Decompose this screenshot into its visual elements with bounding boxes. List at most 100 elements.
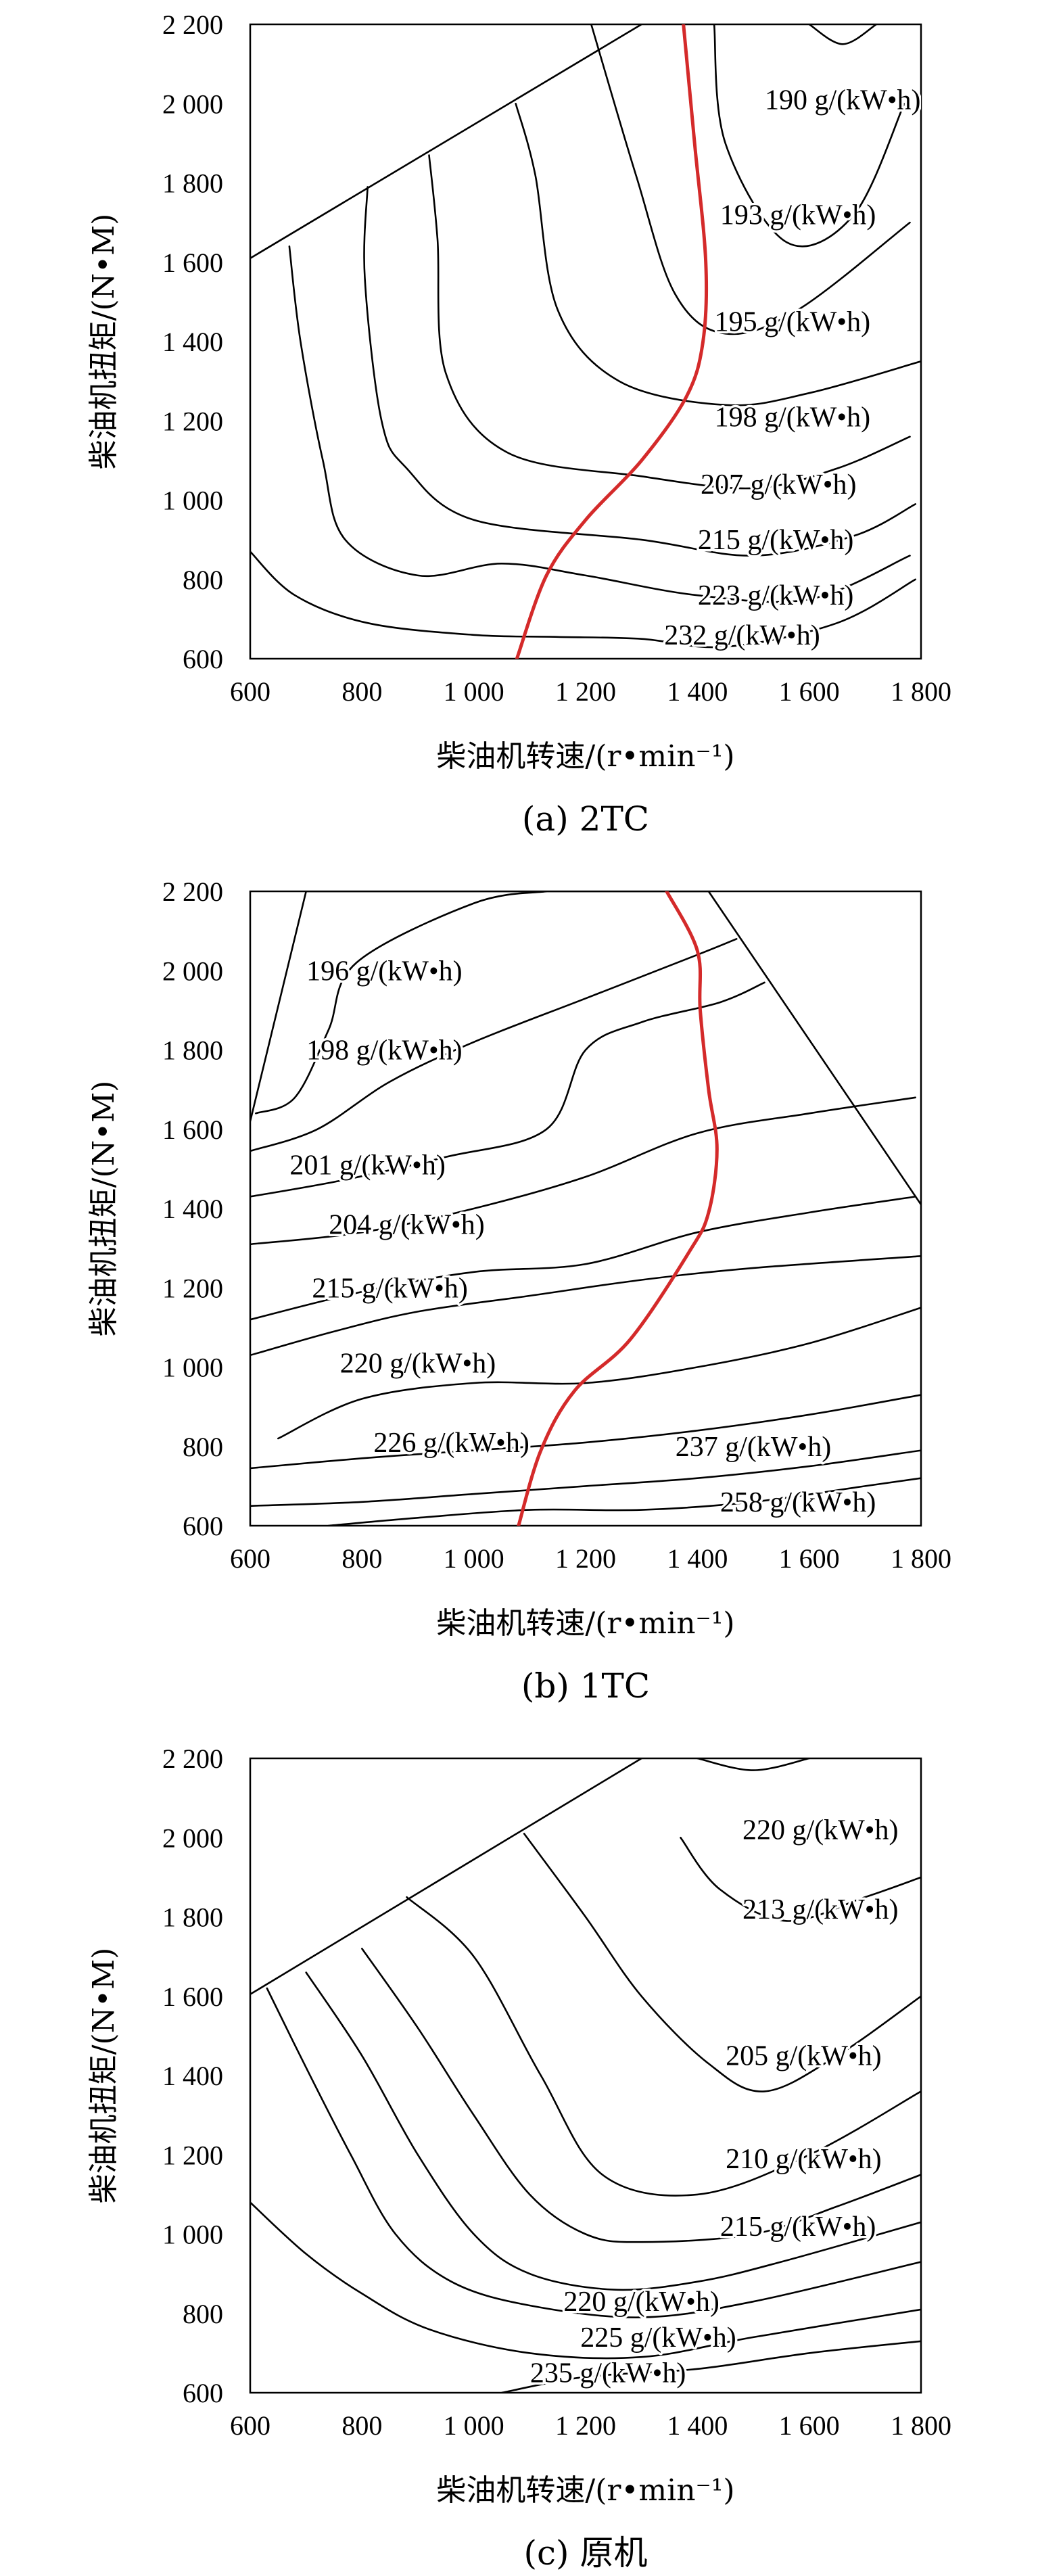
contour-label: 213 g/(kW•h) bbox=[742, 1894, 899, 1925]
contour-label: 207 g/(kW•h) bbox=[701, 469, 857, 500]
bsfc-contour bbox=[590, 24, 911, 335]
bsfc-contour bbox=[500, 2340, 921, 2393]
contour-label: 215 g/(kW•h) bbox=[312, 1273, 468, 1304]
bsfc-contour bbox=[680, 1837, 921, 1922]
y-tick-label: 2 000 bbox=[162, 956, 223, 986]
x-tick-label: 800 bbox=[341, 676, 382, 707]
y-tick-label: 2 000 bbox=[162, 89, 223, 119]
x-tick-label: 600 bbox=[230, 1543, 270, 1574]
y-tick-label: 1 200 bbox=[162, 406, 223, 436]
bsfc-contour bbox=[250, 1449, 921, 1507]
bsfc-contour bbox=[305, 1971, 921, 2291]
bsfc-contour bbox=[808, 24, 878, 45]
y-tick-label: 1 600 bbox=[162, 1982, 223, 2012]
contour-label: 201 g/(kW•h) bbox=[289, 1150, 446, 1181]
bsfc-contour bbox=[515, 103, 921, 406]
panel-a: 190 g/(kW•h) 193 g/(kW•h) 195 g/(kW•h) 198 … bbox=[87, 9, 951, 839]
contour-label: 220 g/(kW•h) bbox=[340, 1349, 496, 1380]
bsfc-contour bbox=[250, 1255, 921, 1357]
plot-frame bbox=[249, 1757, 922, 2394]
y-tick-label: 1 400 bbox=[162, 1194, 223, 1224]
x-tick-label: 1 400 bbox=[667, 1543, 728, 1574]
bsfc-contour bbox=[255, 891, 548, 1115]
bsfc-contour bbox=[250, 1096, 916, 1246]
bsfc-contour bbox=[361, 1948, 921, 2243]
y-tick-label: 800 bbox=[183, 2299, 223, 2329]
y-tick-label: 600 bbox=[183, 1511, 223, 1541]
bsfc-contour bbox=[250, 1196, 916, 1321]
contour-label: 193 g/(kW•h) bbox=[720, 200, 876, 231]
y-axis-label: 柴油机扭矩/(N•M) bbox=[87, 214, 121, 470]
x-tick-label: 1 200 bbox=[555, 2410, 616, 2441]
contour-label: 237 g/(kW•h) bbox=[676, 1432, 832, 1463]
contour-label: 210 g/(kW•h) bbox=[726, 2144, 882, 2175]
contour-label: 232 g/(kW•h) bbox=[664, 620, 820, 651]
x-tick-label: 600 bbox=[230, 2410, 270, 2441]
torque-limit-boundary bbox=[250, 891, 921, 1205]
contour-label: 195 g/(kW•h) bbox=[715, 307, 871, 338]
contour-label: 226 g/(kW•h) bbox=[373, 1428, 529, 1459]
plot-area: 220 g/(kW•h) 213 g/(kW•h) 205 g/(kW•h) 210 … bbox=[250, 1758, 921, 2393]
panel-caption: (c) 原机 bbox=[524, 2533, 648, 2573]
y-tick-label: 2 200 bbox=[162, 1743, 223, 1774]
y-tick-label: 2 000 bbox=[162, 1823, 223, 1853]
y-tick-labels: 600 800 1 000 1 200 1 400 1 600 1 800 2 000 2 20… bbox=[162, 876, 223, 1541]
y-axis-label: 柴油机扭矩/(N•M) bbox=[87, 1948, 121, 2204]
contour-label: 204 g/(kW•h) bbox=[329, 1209, 485, 1240]
torque-limit-boundary bbox=[250, 24, 642, 260]
contour-label: 215 g/(kW•h) bbox=[720, 2211, 876, 2243]
y-tick-label: 2 200 bbox=[162, 876, 223, 907]
plot-area: 190 g/(kW•h) 193 g/(kW•h) 195 g/(kW•h) 198 … bbox=[250, 24, 921, 659]
x-axis-label: 柴油机转速/(r•min⁻¹) bbox=[436, 739, 734, 774]
contour-label: 205 g/(kW•h) bbox=[726, 2041, 882, 2072]
bsfc-contour bbox=[277, 1307, 921, 1440]
bsfc-contour bbox=[288, 245, 911, 603]
y-tick-labels: 600 800 1 000 1 200 1 400 1 600 1 800 2 000 2 20… bbox=[162, 1743, 223, 2408]
bsfc-contour bbox=[697, 1758, 810, 1771]
y-tick-label: 1 800 bbox=[162, 1902, 223, 1933]
x-tick-label: 800 bbox=[341, 1543, 382, 1574]
operating-line bbox=[517, 891, 719, 1526]
x-tick-label: 1 600 bbox=[779, 676, 840, 707]
panel-c: 220 g/(kW•h) 213 g/(kW•h) 205 g/(kW•h) 210 … bbox=[87, 1743, 951, 2573]
x-tick-label: 1 200 bbox=[555, 1543, 616, 1574]
x-tick-label: 1 600 bbox=[779, 2410, 840, 2441]
y-tick-label: 800 bbox=[183, 565, 223, 595]
panel-caption: (b) 1TC bbox=[521, 1666, 650, 1706]
x-tick-label: 1 400 bbox=[667, 676, 728, 707]
contour-label: 235 g/(kW•h) bbox=[530, 2358, 686, 2389]
y-tick-label: 1 000 bbox=[162, 486, 223, 516]
panel-caption: (a) 2TC bbox=[522, 799, 649, 839]
bsfc-contour bbox=[250, 981, 765, 1198]
bsfc-contour bbox=[523, 1833, 921, 2092]
y-tick-label: 1 200 bbox=[162, 1273, 223, 1303]
y-tick-label: 600 bbox=[183, 644, 223, 674]
x-tick-label: 1 600 bbox=[779, 1543, 840, 1574]
y-tick-label: 1 200 bbox=[162, 2140, 223, 2170]
x-axis-label: 柴油机转速/(r•min⁻¹) bbox=[436, 2473, 734, 2508]
x-tick-label: 1 000 bbox=[444, 2410, 504, 2441]
contour-label: 196 g/(kW•h) bbox=[306, 956, 463, 987]
bsfc-contour bbox=[428, 154, 911, 490]
contour-label: 220 g/(kW•h) bbox=[742, 1815, 899, 1846]
contour-label: 220 g/(kW•h) bbox=[563, 2287, 719, 2318]
x-tick-label: 1 000 bbox=[444, 1543, 504, 1574]
y-tick-label: 1 600 bbox=[162, 1115, 223, 1145]
y-tick-label: 1 400 bbox=[162, 327, 223, 357]
bsfc-contour bbox=[250, 1394, 921, 1470]
bsfc-contour bbox=[250, 938, 738, 1152]
x-tick-label: 600 bbox=[230, 676, 270, 707]
y-tick-labels: 600 800 1 000 1 200 1 400 1 600 1 800 2 000 2 20… bbox=[162, 9, 223, 674]
y-tick-label: 600 bbox=[183, 2378, 223, 2408]
plot-area: 196 g/(kW•h) 198 g/(kW•h) 201 g/(kW•h) 204 … bbox=[250, 891, 921, 1526]
x-tick-label: 1 800 bbox=[891, 676, 951, 707]
x-axis-label: 柴油机转速/(r•min⁻¹) bbox=[436, 1606, 734, 1641]
x-tick-label: 1 400 bbox=[667, 2410, 728, 2441]
bsfc-contour bbox=[713, 24, 905, 248]
x-tick-labels: 600 800 1 000 1 200 1 400 1 600 1 800 bbox=[230, 1543, 951, 1574]
operating-line bbox=[515, 24, 709, 659]
y-tick-label: 1 000 bbox=[162, 1353, 223, 1383]
contour-label: 198 g/(kW•h) bbox=[306, 1035, 463, 1067]
y-tick-label: 1 600 bbox=[162, 248, 223, 278]
